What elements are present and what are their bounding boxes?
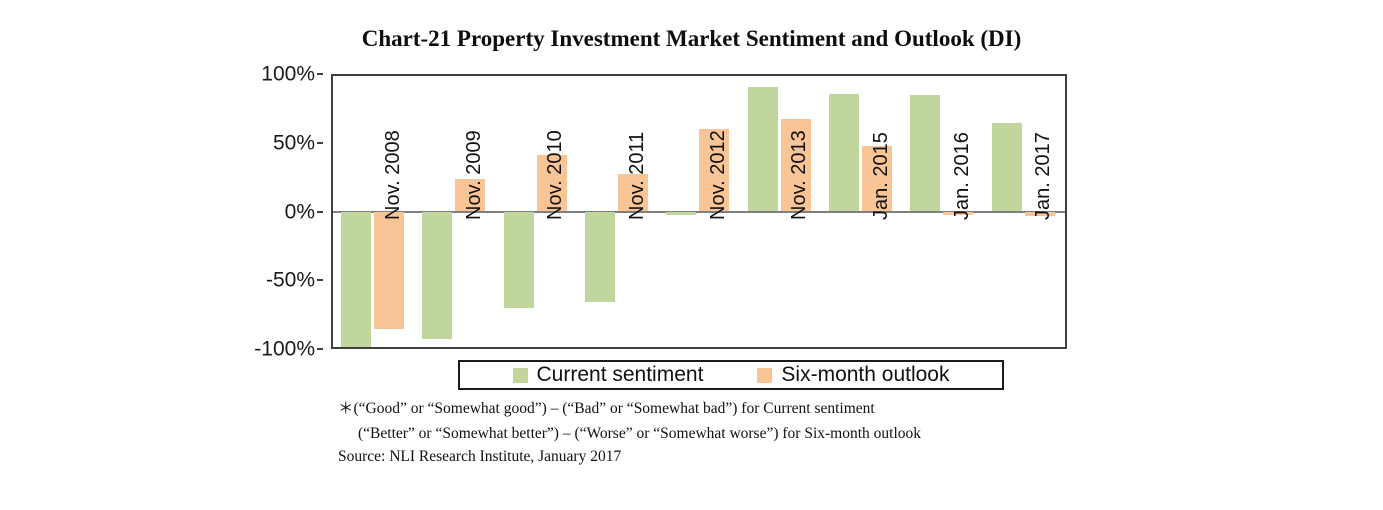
x-axis-category-label: Nov. 2010 [544, 129, 567, 220]
bar-six-month-outlook[interactable] [862, 146, 893, 212]
bar-group [333, 76, 414, 347]
x-axis-category-label: Nov. 2008 [381, 129, 404, 220]
source-note: Source: NLI Research Institute, January … [338, 448, 622, 465]
y-axis-tick-mark [317, 141, 323, 144]
zero-baseline [333, 210, 1065, 213]
y-axis-tick-label: -50% [265, 268, 315, 292]
y-axis-tick-label: 0% [284, 200, 315, 223]
bar-six-month-outlook[interactable] [699, 128, 730, 212]
legend-item-current-sentiment[interactable]: Current sentiment [512, 363, 704, 387]
x-axis-category-label: Nov. 2011 [625, 131, 648, 220]
bar-current-sentiment[interactable] [910, 94, 941, 212]
x-axis-category-label: Nov. 2012 [707, 129, 729, 220]
bar-current-sentiment[interactable] [341, 211, 372, 347]
plot-inner: Nov. 2008 Nov. 2009 Nov. 2010 Nov. 2011 Nov.… [333, 76, 1065, 347]
bar-group [577, 76, 658, 347]
y-axis-tick-mark [317, 279, 323, 282]
bar-group [821, 76, 902, 347]
legend-label-current-sentiment: Current sentiment [536, 363, 704, 386]
chart-legend: Current sentiment Six-month outlook [458, 360, 1004, 390]
bar-group [740, 76, 821, 347]
bar-six-month-outlook[interactable] [455, 178, 486, 212]
bar-current-sentiment[interactable] [503, 211, 534, 308]
bar-current-sentiment[interactable] [829, 93, 860, 212]
y-axis-tick-label: 50% [272, 131, 315, 155]
bar-group [984, 76, 1065, 347]
chart-footnotes: ＊(“Good” or “Somewhat good”) – (“Bad” or… [338, 396, 1058, 446]
y-axis-tick-mark [317, 348, 323, 350]
bar-current-sentiment[interactable] [585, 211, 616, 303]
bar-six-month-outlook[interactable] [780, 119, 811, 212]
legend-swatch-six-month-outlook [757, 367, 773, 383]
legend-swatch-current-sentiment [512, 367, 528, 383]
bar-current-sentiment[interactable] [747, 86, 778, 212]
bar-six-month-outlook[interactable] [536, 154, 567, 212]
y-axis: 100% 50% 0% -50% -100% [231, 64, 323, 360]
bar-group [658, 76, 739, 347]
bar-six-month-outlook[interactable] [943, 211, 974, 215]
bar-current-sentiment[interactable] [991, 123, 1022, 212]
footnote-line-2: (“Better” or “Somewhat better”) – (“Wors… [358, 425, 922, 443]
x-axis-category-label: Jan. 2017 [1032, 131, 1055, 220]
legend-item-six-month-outlook[interactable]: Six-month outlook [757, 363, 950, 387]
bar-group [902, 76, 983, 347]
y-axis-tick-label: 100% [261, 62, 315, 86]
x-axis-category-label: Nov. 2009 [463, 129, 485, 220]
y-axis-tick-mark [317, 210, 323, 213]
y-axis-tick-mark [317, 73, 323, 75]
x-axis-category-label: Jan. 2015 [869, 131, 892, 220]
plot-area: Nov. 2008 Nov. 2009 Nov. 2010 Nov. 2011 Nov.… [331, 74, 1067, 349]
bar-six-month-outlook[interactable] [618, 173, 649, 212]
bar-six-month-outlook[interactable] [1024, 211, 1055, 216]
footnote-line-1: ＊(“Good” or “Somewhat good”) – (“Bad” or… [338, 400, 875, 417]
x-axis-category-label: Jan. 2016 [951, 131, 973, 220]
x-axis-category-label: Nov. 2013 [788, 129, 811, 220]
bar-current-sentiment[interactable] [666, 211, 697, 215]
bar-group [414, 76, 495, 347]
bar-six-month-outlook[interactable] [374, 211, 405, 330]
legend-label-six-month-outlook: Six-month outlook [781, 363, 950, 386]
bar-current-sentiment[interactable] [422, 211, 453, 339]
bar-group [496, 76, 577, 347]
y-axis-tick-label: -100% [254, 337, 315, 361]
page-title: Chart-21 Property Investment Market Sent… [361, 26, 1022, 51]
